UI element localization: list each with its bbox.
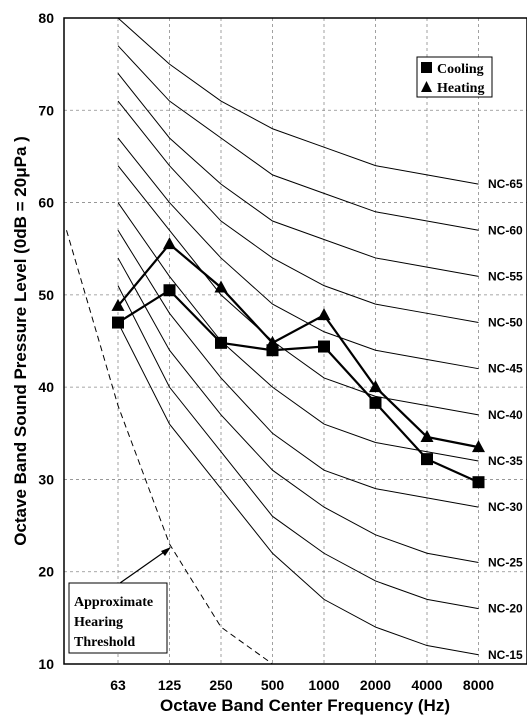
grid-lines [64, 17, 527, 665]
series-line [117, 242, 479, 449]
x-tick-label: 2000 [360, 677, 391, 693]
nc-curve [117, 322, 479, 656]
square-marker [215, 336, 227, 349]
y-tick-label: 60 [38, 195, 54, 211]
nc-curve [117, 202, 479, 462]
nc-label: NC-40 [488, 408, 523, 422]
square-marker [318, 340, 330, 353]
square-marker [163, 284, 176, 297]
nc-curve [117, 285, 479, 610]
x-tick-label: 250 [209, 677, 233, 693]
nc-label: NC-25 [488, 555, 523, 569]
triangle-marker [317, 308, 331, 321]
nc-curve [117, 165, 479, 416]
nc-label: NC-30 [488, 500, 523, 514]
y-tick-label: 40 [38, 379, 54, 395]
threshold-line [66, 230, 273, 665]
legend-triangle-icon [421, 81, 432, 92]
nc-label: NC-55 [488, 269, 523, 283]
data-series [111, 237, 485, 489]
square-marker [369, 396, 382, 409]
nc-curve [117, 229, 479, 508]
x-tick-label: 1000 [308, 677, 339, 693]
legend-label: Heating [437, 81, 484, 96]
nc-label: NC-45 [488, 362, 523, 376]
legend-label: Cooling [437, 62, 484, 77]
square-marker [472, 476, 485, 489]
y-tick-label: 50 [38, 287, 54, 303]
x-tick-label: 125 [158, 677, 182, 693]
x-axis-title: Octave Band Center Frequency (Hz) [160, 696, 450, 715]
nc-label: NC-15 [488, 648, 523, 662]
series-heating [111, 237, 485, 453]
annotation-text: Threshold [74, 635, 135, 650]
annotation-box [68, 582, 168, 654]
x-tick-labels: 63 125 250 500 1000 2000 4000 8000 [110, 677, 494, 693]
nc-curve [117, 257, 479, 563]
x-tick-label: 63 [110, 677, 126, 693]
nc-label: NC-35 [488, 454, 523, 468]
nc-label: NC-65 [488, 177, 523, 191]
y-tick-label: 30 [38, 471, 54, 487]
y-tick-label: 10 [38, 656, 54, 672]
annotation-text: Hearing [74, 615, 123, 630]
legend: Cooling Heating [416, 56, 493, 98]
triangle-marker [111, 298, 125, 311]
y-tick-labels: 10 20 30 40 50 60 70 80 [38, 10, 54, 672]
triangle-marker [163, 237, 176, 250]
nc-curves [117, 17, 479, 656]
nc-curve [117, 17, 479, 185]
arrow-head-icon [161, 547, 171, 556]
plot-frame [63, 17, 527, 665]
square-marker [112, 316, 124, 329]
y-axis-title: Octave Band Sound Pressure Level (0dB = … [11, 136, 30, 546]
annotation-text: Approximate [74, 595, 153, 610]
triangle-marker [266, 335, 279, 348]
x-tick-label: 500 [261, 677, 285, 693]
x-tick-label: 4000 [411, 677, 442, 693]
square-marker [421, 453, 433, 466]
y-tick-label: 70 [38, 102, 54, 118]
nc-curve [117, 73, 479, 277]
triangle-marker [472, 440, 485, 453]
nc-label: NC-20 [488, 602, 523, 616]
nc-label: NC-60 [488, 223, 523, 237]
threshold-annotation: Approximate Hearing Threshold [68, 547, 171, 654]
nc-label: NC-50 [488, 316, 523, 330]
nc-curve [117, 45, 479, 231]
nc-curve [117, 137, 479, 370]
series-cooling [112, 284, 485, 489]
triangle-marker [420, 429, 434, 442]
triangle-marker [369, 380, 382, 393]
y-tick-label: 80 [38, 10, 54, 26]
triangle-marker [214, 280, 228, 293]
annotation-arrow [119, 549, 168, 584]
legend-square-icon [421, 62, 432, 73]
x-tick-label: 8000 [463, 677, 494, 693]
hearing-threshold [66, 230, 273, 665]
series-line [117, 288, 479, 484]
nc-labels: NC-65 NC-60 NC-55 NC-50 NC-45 NC-40 NC-35 NC-30… [488, 177, 523, 662]
y-tick-label: 20 [38, 564, 54, 580]
nc-curve [117, 100, 479, 324]
